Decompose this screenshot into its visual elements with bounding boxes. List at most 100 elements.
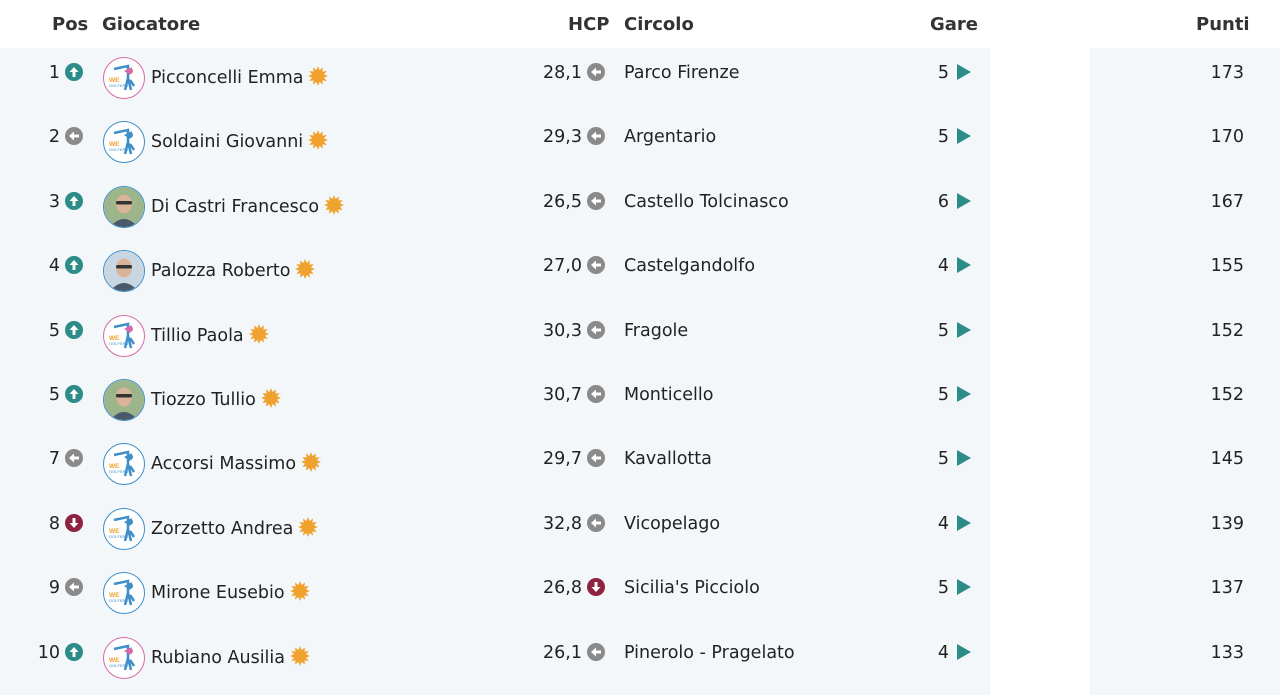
expand-races-play-icon[interactable]	[957, 579, 971, 596]
club-name: Parco Firenze	[624, 63, 740, 83]
star-badge-icon	[308, 130, 329, 151]
hcp-value: 32,8	[543, 513, 582, 534]
expand-races-play-icon[interactable]	[957, 128, 971, 145]
player-name[interactable]: Mirone Eusebio	[151, 583, 285, 604]
star-badge-icon	[295, 259, 316, 280]
player-avatar-logo-icon[interactable]: WE GOLFERS	[103, 121, 145, 164]
player-avatar-logo-icon[interactable]: WE GOLFERS	[103, 314, 145, 357]
club-name: Castelgandolfo	[624, 256, 756, 277]
races-count: 6	[937, 191, 949, 212]
club-name: Sicilia's Picciolo	[624, 578, 760, 599]
player-avatar-logo-icon[interactable]: WE GOLFERS	[103, 57, 145, 99]
table-row[interactable]: 7 WE GOLFERS Accorsi Massimo 29,7 Kavallotta 5…	[0, 434, 1280, 498]
points-value: 170	[1210, 127, 1244, 148]
table-row[interactable]: 10 WE GOLFERS Rubiano Ausilia 26,1 Pinerolo -…	[0, 628, 1280, 692]
player-name[interactable]: Tiozzo Tullio	[151, 390, 256, 410]
player-name[interactable]: Zorzetto Andrea	[151, 518, 294, 539]
expand-races-play-icon[interactable]	[957, 321, 971, 338]
expand-races-play-icon[interactable]	[957, 514, 971, 531]
club-name: Monticello	[624, 385, 714, 405]
points-value: 137	[1210, 578, 1244, 599]
svg-text:WE: WE	[109, 592, 120, 599]
star-badge-icon	[324, 194, 345, 215]
position-trend-steady-icon	[65, 127, 83, 146]
hcp-value: 26,1	[543, 642, 582, 663]
svg-text:WE: WE	[109, 528, 120, 535]
player-avatar-logo-icon[interactable]: WE GOLFERS	[103, 636, 145, 679]
player-name[interactable]: Palozza Roberto	[151, 261, 291, 282]
player-name[interactable]: Di Castri Francesco	[151, 196, 320, 217]
svg-text:WE: WE	[109, 141, 120, 148]
hcp-trend-steady-icon	[587, 449, 605, 468]
expand-races-play-icon[interactable]	[957, 192, 971, 209]
position-trend-down-icon	[65, 513, 83, 532]
table-row[interactable]: 3 Di Castri Francesco 26,5 Castello Tolcina…	[0, 177, 1280, 241]
player-avatar[interactable]	[103, 185, 145, 228]
hcp-value: 28,1	[543, 63, 582, 83]
table-row[interactable]: 2 WE GOLFERS Soldaini Giovanni 29,3 Argentari…	[0, 112, 1280, 176]
star-badge-icon	[248, 323, 269, 344]
position-trend-up-icon	[65, 320, 83, 339]
hcp-trend-steady-icon	[587, 63, 605, 81]
table-row[interactable]: 5 Tiozzo Tullio 30,7 Monticello 5 152	[0, 370, 1280, 434]
player-avatar-logo-icon[interactable]: WE GOLFERS	[103, 507, 145, 550]
header-points: Punti	[1196, 14, 1250, 35]
points-value: 167	[1210, 191, 1244, 212]
table-row[interactable]: 1 WE GOLFERS Picconcelli Emma 28,1 Parco Fire…	[0, 48, 1280, 112]
table-row[interactable]: 4 Palozza Roberto 27,0 Castelgandolfo 4 155	[0, 241, 1280, 305]
player-name[interactable]: Soldaini Giovanni	[151, 132, 304, 153]
expand-races-play-icon[interactable]	[957, 450, 971, 467]
hcp-trend-steady-icon	[587, 191, 605, 210]
races-count: 5	[937, 385, 949, 405]
header-hcp: HCP	[568, 14, 610, 35]
position-trend-steady-icon	[65, 449, 83, 468]
expand-races-play-icon[interactable]	[957, 386, 971, 402]
position-number: 5	[48, 320, 60, 341]
svg-text:WE: WE	[109, 77, 120, 84]
star-badge-icon	[301, 452, 322, 473]
hcp-trend-steady-icon	[587, 513, 605, 532]
player-avatar-logo-icon[interactable]: WE GOLFERS	[103, 443, 145, 486]
expand-races-play-icon[interactable]	[957, 643, 971, 660]
hcp-trend-steady-icon	[587, 642, 605, 661]
expand-races-play-icon[interactable]	[957, 64, 971, 80]
club-name: Castello Tolcinasco	[624, 191, 789, 212]
player-avatar[interactable]	[103, 379, 145, 421]
points-value: 145	[1210, 449, 1244, 470]
races-count: 4	[937, 642, 949, 663]
club-name: Argentario	[624, 127, 717, 148]
club-name: Fragole	[624, 320, 689, 341]
player-avatar-logo-icon[interactable]: WE GOLFERS	[103, 572, 145, 615]
player-avatar[interactable]	[103, 250, 145, 293]
player-name[interactable]: Accorsi Massimo	[151, 454, 297, 475]
races-count: 5	[937, 63, 949, 83]
points-value: 152	[1210, 385, 1244, 405]
player-name[interactable]: Picconcelli Emma	[151, 68, 304, 88]
hcp-value: 26,5	[543, 191, 582, 212]
star-badge-icon	[289, 581, 310, 602]
expand-races-play-icon[interactable]	[957, 257, 971, 274]
table-row[interactable]: 9 WE GOLFERS Mirone Eusebio 26,8 Sicilia's Pi…	[0, 563, 1280, 627]
position-number: 7	[48, 449, 60, 470]
hcp-trend-down-icon	[587, 578, 605, 597]
header-pos: Pos	[52, 14, 89, 35]
player-name[interactable]: Rubiano Ausilia	[151, 647, 286, 668]
table-row[interactable]: 8 WE GOLFERS Zorzetto Andrea 32,8 Vicopelago 4…	[0, 499, 1280, 563]
hcp-trend-steady-icon	[587, 256, 605, 275]
points-value: 155	[1210, 256, 1244, 277]
races-count: 4	[937, 513, 949, 534]
position-trend-up-icon	[65, 191, 83, 210]
svg-text:GOLFERS: GOLFERS	[109, 341, 128, 346]
hcp-value: 26,8	[543, 578, 582, 599]
points-column-background	[1090, 48, 1280, 695]
player-name[interactable]: Tillio Paola	[151, 325, 244, 346]
position-trend-up-icon	[65, 642, 83, 661]
points-value: 152	[1210, 320, 1244, 341]
races-count: 5	[937, 578, 949, 599]
table-row[interactable]: 5 WE GOLFERS Tillio Paola 30,3 Fragole 5 152	[0, 306, 1280, 370]
position-trend-up-icon	[65, 385, 83, 403]
star-badge-icon	[290, 645, 311, 666]
position-number: 3	[48, 191, 60, 212]
points-value: 133	[1210, 642, 1244, 663]
header-player: Giocatore	[102, 14, 201, 35]
